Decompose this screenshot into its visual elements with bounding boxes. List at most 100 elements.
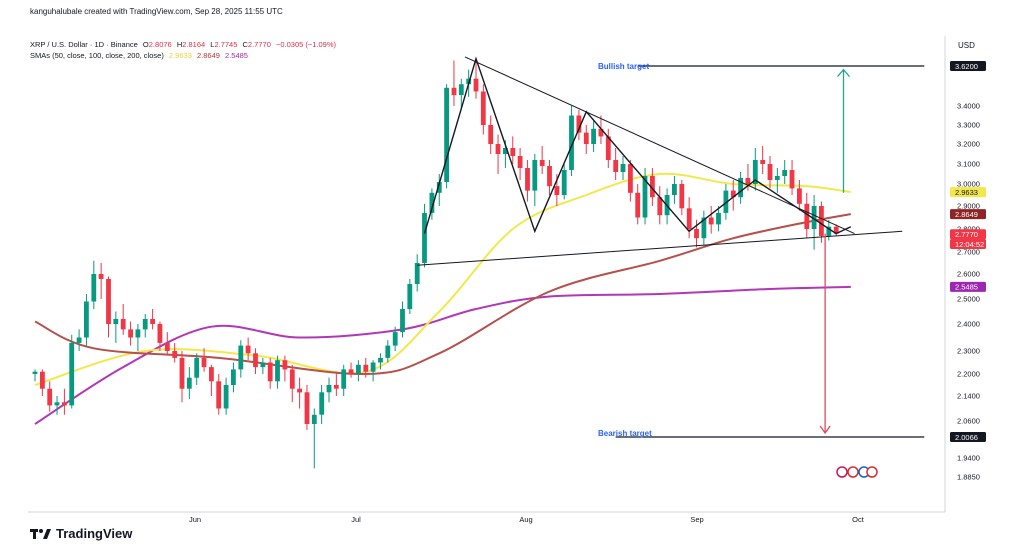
candle xyxy=(245,337,251,361)
candle-body xyxy=(539,160,545,166)
candle xyxy=(150,309,155,330)
price-tag: 3.6200 xyxy=(950,61,986,71)
candle xyxy=(407,279,413,314)
candle xyxy=(106,276,111,338)
candle xyxy=(708,206,714,234)
candle xyxy=(164,332,170,356)
candle-body xyxy=(194,357,200,378)
candle xyxy=(209,364,214,396)
tradingview-logo[interactable]: TradingView xyxy=(30,526,132,541)
candle xyxy=(392,326,398,351)
candle-body xyxy=(804,203,810,229)
price-tag-label: 2.7770 xyxy=(955,230,978,239)
symbol-name: XRP / U.S. Dollar · 1D · Binance xyxy=(30,40,138,49)
candle xyxy=(730,180,736,211)
candle xyxy=(701,210,707,246)
price-tick-label: 2.4000 xyxy=(957,320,980,329)
candle xyxy=(304,385,310,430)
price-tick-label: 3.2000 xyxy=(957,140,980,149)
candle xyxy=(826,219,832,241)
candle xyxy=(289,364,295,403)
candle-body xyxy=(473,78,479,92)
candle xyxy=(267,357,273,389)
candle xyxy=(458,78,464,110)
candle xyxy=(642,168,648,225)
sma-label: SMAs (50, close, 100, close, 200, close) xyxy=(30,51,164,60)
candle xyxy=(569,106,574,176)
zigzag-line xyxy=(423,56,852,235)
candle-body xyxy=(532,160,538,191)
price-tick-label: 1.9400 xyxy=(957,454,980,463)
time-tick-label: Jul xyxy=(351,515,361,524)
price-tag-bg xyxy=(950,239,986,249)
candle-body xyxy=(348,369,354,374)
price-tag-bg xyxy=(950,281,986,292)
ohlc-low: 2.7745 xyxy=(214,40,238,49)
candle xyxy=(480,84,486,135)
candle-body xyxy=(282,360,288,370)
candle xyxy=(547,160,552,195)
candle xyxy=(319,385,325,424)
candle-body xyxy=(429,192,435,213)
candle-body xyxy=(789,170,795,189)
sma200-value: 2.5485 xyxy=(225,51,248,60)
candle xyxy=(436,174,442,206)
candle-body xyxy=(672,184,677,195)
candle-body xyxy=(635,192,641,218)
candle-body xyxy=(209,367,214,382)
price-tick-label: 2.0600 xyxy=(957,417,980,426)
candle xyxy=(510,136,516,164)
candle xyxy=(363,357,369,378)
candle-body xyxy=(591,128,596,144)
candle-body xyxy=(554,186,560,195)
candle-body xyxy=(120,319,126,330)
candle-body xyxy=(650,176,655,198)
candle xyxy=(260,357,266,374)
tradingview-logo-icon xyxy=(30,528,51,539)
price-axis: 3.4000 3.3000 3.2000 3.1000 3.0000 2.9000 2.80… xyxy=(957,102,980,482)
candle-body xyxy=(561,170,567,195)
candle-body xyxy=(797,188,802,204)
tradingview-brand: TradingView xyxy=(56,526,133,541)
candle xyxy=(576,109,582,141)
candle-body xyxy=(84,301,89,338)
candle-body xyxy=(458,84,464,96)
candle xyxy=(760,146,766,174)
event-flag-icon xyxy=(847,466,859,478)
candle xyxy=(120,304,126,335)
price-tick-label: 2.3000 xyxy=(957,347,980,356)
price-tick-label: 2.1400 xyxy=(957,392,980,401)
ohlc-open: 2.8076 xyxy=(148,40,172,49)
price-tag-label: 3.6200 xyxy=(955,62,978,71)
candle-body xyxy=(69,342,75,406)
candle xyxy=(488,115,494,154)
candle-body xyxy=(407,284,413,309)
candle xyxy=(238,340,244,378)
candle xyxy=(172,342,178,363)
bearish-arrow-head xyxy=(819,425,831,435)
candle xyxy=(738,172,743,204)
time-axis: Jun Jul Aug Sep Oct xyxy=(189,515,865,524)
candle xyxy=(422,203,427,268)
candle-body xyxy=(811,206,817,229)
sma-legend[interactable]: SMAs (50, close, 100, close, 200, close)… xyxy=(30,51,251,60)
candle xyxy=(69,334,75,409)
upper-trendline xyxy=(464,56,855,235)
candle xyxy=(201,348,207,372)
candle xyxy=(605,128,611,168)
candle xyxy=(348,362,354,378)
bullish-arrow-head xyxy=(837,68,850,78)
moving-averages xyxy=(34,172,851,425)
candle-body xyxy=(341,369,347,389)
symbol-legend[interactable]: XRP / U.S. Dollar · 1D · Binance O2.8076… xyxy=(30,40,339,49)
candle-body xyxy=(480,91,486,125)
price-tick-label: 2.7000 xyxy=(957,248,980,257)
candle-body xyxy=(488,125,494,144)
chart-credit: kanguhalubale created with TradingView.c… xyxy=(30,7,283,16)
price-tick-label: 2.5000 xyxy=(957,295,980,304)
candle xyxy=(282,355,288,382)
price-tick-label: 2.9000 xyxy=(957,202,980,211)
candle-body xyxy=(289,369,295,389)
candle-body xyxy=(47,388,53,406)
